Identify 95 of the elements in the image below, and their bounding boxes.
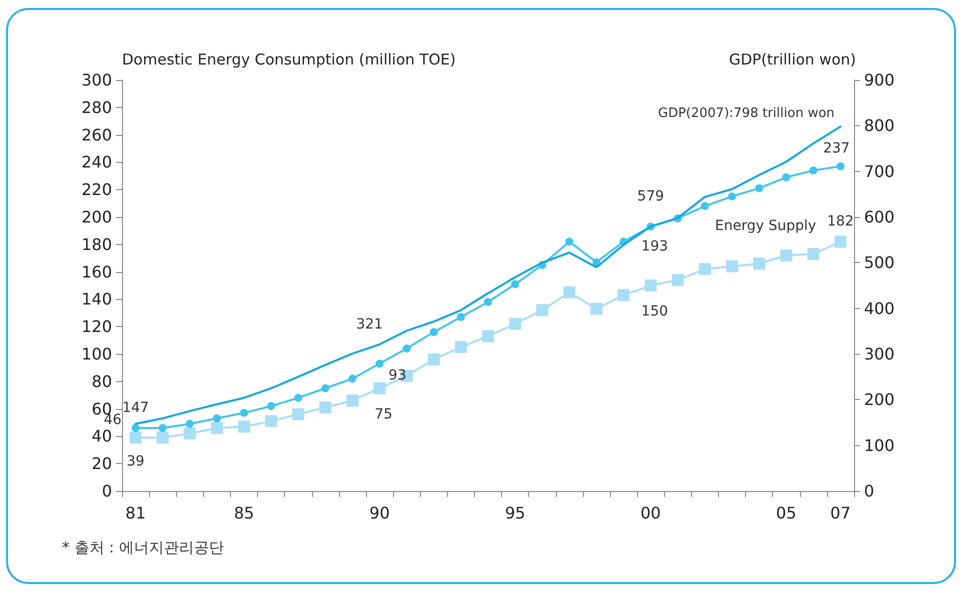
point (428, 353, 440, 366)
y2-tick-label: 300 (864, 344, 895, 364)
point (346, 394, 358, 407)
y-tick-label: 260 (81, 125, 112, 144)
x-tick-label: 05 (776, 504, 796, 522)
data-label: 193 (641, 238, 668, 255)
data-label: 321 (356, 316, 383, 332)
point (482, 330, 494, 342)
point (698, 263, 711, 276)
data-label: 93 (388, 368, 406, 384)
point (212, 414, 221, 422)
point (294, 394, 302, 402)
point (130, 432, 142, 444)
point (563, 286, 576, 298)
x-tick-label: 95 (504, 504, 526, 522)
point (780, 249, 792, 262)
point (456, 313, 465, 322)
data-label: 150 (641, 304, 668, 320)
point (186, 420, 194, 428)
y-tick-label: 0 (102, 482, 112, 500)
text: * 출처 : 에너지관리공단 (62, 538, 224, 556)
point (132, 424, 140, 432)
point (348, 374, 356, 383)
point (184, 427, 196, 440)
point (565, 238, 574, 246)
point (265, 415, 278, 428)
point (834, 236, 846, 248)
y2-axis-title: GDP(trillion won) (728, 50, 856, 68)
y2-tick-label: 400 (864, 298, 895, 318)
y-tick-label: 100 (81, 344, 112, 364)
y-tick-label: 280 (81, 98, 112, 117)
point (782, 173, 790, 182)
data-label: 237 (823, 140, 850, 156)
point (402, 344, 411, 353)
point (374, 382, 386, 394)
x-tick-label: 85 (234, 504, 254, 522)
point (536, 304, 548, 316)
point (809, 166, 818, 174)
point (292, 408, 304, 420)
point (267, 402, 276, 410)
point (454, 341, 467, 354)
point (376, 360, 384, 368)
point (319, 401, 332, 414)
data-label: 579 (637, 188, 664, 205)
point (644, 280, 657, 292)
y-tick-label: 20 (92, 454, 112, 474)
y2-tick-label: 100 (864, 436, 895, 455)
point (726, 260, 738, 272)
point (753, 258, 766, 270)
x-tick-label: 07 (830, 504, 851, 522)
y-tick-label: 180 (81, 234, 112, 254)
point (728, 192, 736, 200)
y-axis-title: Domestic Energy Consumption (million TOE) (122, 50, 456, 68)
x-tick-label: 81 (125, 504, 146, 522)
annotation: GDP(2007):798 trillion won (658, 106, 835, 121)
y2-tick-label: 800 (864, 116, 895, 136)
point (755, 184, 764, 192)
data-label: 147 (122, 400, 149, 416)
point (430, 328, 438, 336)
point (240, 408, 248, 417)
point (511, 280, 520, 288)
point (210, 422, 223, 434)
data-label: 75 (374, 406, 392, 422)
point (618, 289, 630, 302)
data-label: 182 (827, 214, 854, 230)
x-tick-label: 00 (640, 504, 661, 522)
point (321, 384, 330, 392)
point (158, 424, 167, 432)
y2-tick-label: 600 (864, 208, 895, 226)
y2-tick-label: 200 (864, 390, 895, 410)
data-label: 39 (126, 454, 144, 470)
point (238, 420, 250, 433)
y-tick-label: 240 (81, 152, 112, 172)
y-tick-label: 140 (81, 290, 112, 309)
point (156, 432, 169, 444)
point (484, 298, 492, 306)
y2-tick-label: 0 (864, 482, 874, 500)
y-tick-label: 40 (92, 426, 112, 446)
y-tick-label: 200 (81, 208, 112, 226)
y-tick-label: 160 (81, 262, 112, 282)
y-tick-label: 120 (81, 317, 112, 336)
y-tick-label: 300 (81, 70, 112, 90)
series-label: Energy Supply (715, 218, 816, 234)
y-tick-label: 80 (92, 372, 112, 391)
point (590, 302, 602, 315)
point (672, 274, 684, 286)
y2-tick-label: 900 (864, 70, 895, 90)
y2-tick-label: 700 (864, 162, 895, 181)
x-tick-label: 90 (369, 504, 390, 522)
point (807, 248, 820, 260)
point (509, 318, 522, 330)
y-tick-label: 220 (81, 180, 112, 200)
point (700, 202, 709, 210)
y2-tick-label: 500 (864, 253, 895, 272)
point (836, 162, 844, 170)
